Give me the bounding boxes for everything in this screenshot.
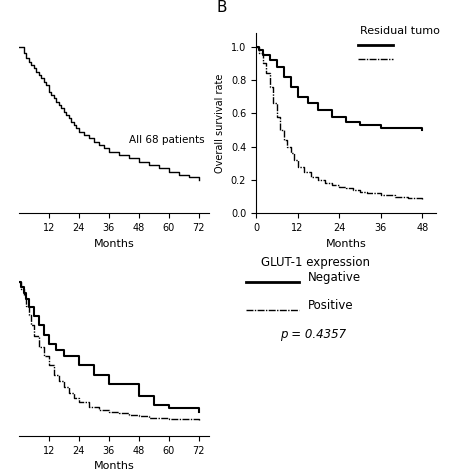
Text: GLUT-1 expression: GLUT-1 expression — [261, 256, 370, 269]
Text: B: B — [216, 0, 227, 15]
X-axis label: Months: Months — [93, 238, 134, 248]
X-axis label: Months: Months — [326, 238, 366, 248]
Text: All 68 patients: All 68 patients — [129, 135, 204, 145]
X-axis label: Months: Months — [93, 461, 134, 471]
Text: p = 0.4357: p = 0.4357 — [280, 328, 346, 341]
Text: Positive: Positive — [308, 299, 354, 312]
Text: Negative: Negative — [308, 271, 361, 284]
Text: Residual tumo: Residual tumo — [360, 26, 440, 36]
Y-axis label: Overall survival rate: Overall survival rate — [215, 73, 225, 173]
